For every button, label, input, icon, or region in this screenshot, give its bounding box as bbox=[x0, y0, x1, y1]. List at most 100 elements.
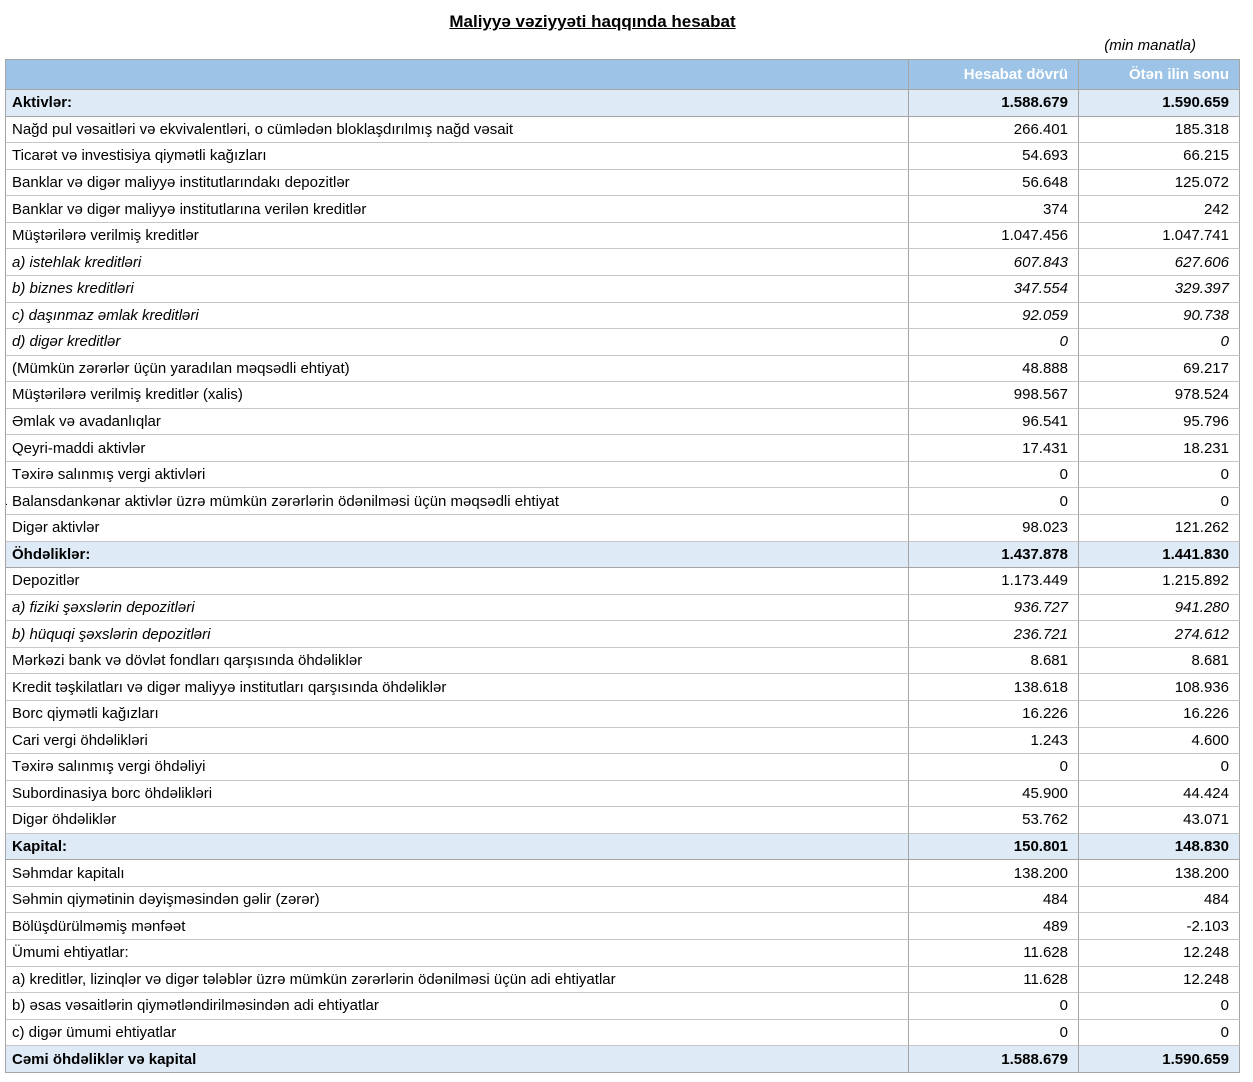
row-label: b) biznes kreditləri bbox=[12, 280, 134, 298]
value-current-period: 484 bbox=[909, 886, 1079, 914]
value-current-period: 150.801 bbox=[909, 833, 1079, 861]
value-current-period: 53.762 bbox=[909, 807, 1079, 834]
value-previous-period: -2.103 bbox=[1079, 913, 1240, 940]
table-row: Səhmdar kapitalı 138.200 138.200 bbox=[6, 860, 1240, 887]
row-label: Kapital: bbox=[12, 838, 68, 856]
row-label: Cəmi öhdəliklər və kapital bbox=[12, 1050, 197, 1068]
table-row: Borc qiymətli kağızları 16.226 16.226 bbox=[6, 700, 1240, 728]
value-previous-period: 978.524 bbox=[1079, 382, 1240, 409]
value-current-period: 0 bbox=[909, 488, 1079, 515]
row-label: Nağd pul vəsaitləri və ekvivalentləri, o… bbox=[12, 120, 514, 138]
row-label: c) digər ümumi ehtiyatlar bbox=[12, 1023, 177, 1041]
table-row: Banklar və digər maliyyə institutlarında… bbox=[6, 169, 1240, 197]
table-row: Digər öhdəliklər 53.762 43.071 bbox=[6, 807, 1240, 834]
table-row: d) digər kreditlər 0 0 bbox=[6, 329, 1240, 356]
table-row: Aktivlər: 1.588.679 1.590.659 bbox=[6, 90, 1240, 117]
row-label: Öhdəliklər: bbox=[12, 545, 91, 563]
value-current-period: 16.226 bbox=[909, 700, 1079, 728]
value-previous-period: 0 bbox=[1079, 461, 1240, 489]
value-current-period: 1.437.878 bbox=[909, 541, 1079, 569]
row-label: Təxirə salınmış vergi aktivləri bbox=[12, 466, 206, 484]
value-current-period: 0 bbox=[909, 461, 1079, 489]
table-row: Əmlak və avadanlıqlar 96.541 95.796 bbox=[6, 408, 1240, 436]
value-previous-period: 627.606 bbox=[1079, 249, 1240, 276]
row-label: Depozitlər bbox=[12, 572, 80, 590]
table-row: b) əsas vəsaitlərin qiymətləndirilməsind… bbox=[6, 993, 1240, 1020]
table-row: Subordinasiya borc öhdəlikləri 45.900 44… bbox=[6, 780, 1240, 808]
unit-note: (min manatla) bbox=[1104, 37, 1196, 54]
table-row: Təxirə salınmış vergi öhdəliyi 0 0 bbox=[6, 754, 1240, 781]
value-previous-period: 12.248 bbox=[1079, 966, 1240, 994]
value-current-period: 17.431 bbox=[909, 435, 1079, 462]
table-row: Təxirə salınmış vergi aktivləri 0 0 bbox=[6, 461, 1240, 489]
row-marker: L bbox=[6, 488, 7, 514]
value-current-period: 936.727 bbox=[909, 594, 1079, 622]
row-label: Bölüşdürülməmiş mənfəət bbox=[12, 917, 186, 935]
row-label: Əmlak və avadanlıqlar bbox=[12, 413, 161, 431]
table-row: c) digər ümumi ehtiyatlar 0 0 bbox=[6, 1019, 1240, 1047]
value-current-period: 54.693 bbox=[909, 143, 1079, 170]
row-label: (Mümkün zərərlər üçün yaradılan məqsədli… bbox=[12, 359, 350, 377]
row-label: c) daşınmaz əmlak kreditləri bbox=[12, 306, 199, 324]
value-previous-period: 66.215 bbox=[1079, 143, 1240, 170]
value-previous-period: 274.612 bbox=[1079, 621, 1240, 648]
value-current-period: 45.900 bbox=[909, 780, 1079, 808]
value-current-period: 266.401 bbox=[909, 116, 1079, 144]
table-row: Səhmin qiymətinin dəyişməsindən gəlir (z… bbox=[6, 886, 1240, 914]
table-row: Kapital: 150.801 148.830 bbox=[6, 833, 1240, 861]
table-row: a) fiziki şəxslərin depozitləri 936.727 … bbox=[6, 594, 1240, 622]
table-row: b) biznes kreditləri 347.554 329.397 bbox=[6, 275, 1240, 303]
row-label: a) fiziki şəxslərin depozitləri bbox=[12, 598, 195, 616]
value-previous-period: 16.226 bbox=[1079, 700, 1240, 728]
value-current-period: 489 bbox=[909, 913, 1079, 940]
row-label: Kredit təşkilatları və digər maliyyə ins… bbox=[12, 678, 447, 696]
value-current-period: 347.554 bbox=[909, 275, 1079, 303]
table-row: L Balansdankənar aktivlər üzrə mümkün zə… bbox=[6, 488, 1240, 515]
value-current-period: 48.888 bbox=[909, 355, 1079, 383]
value-current-period: 374 bbox=[909, 196, 1079, 223]
value-previous-period: 1.590.659 bbox=[1079, 90, 1240, 117]
value-current-period: 1.047.456 bbox=[909, 222, 1079, 250]
row-label: Banklar və digər maliyyə institutlarında… bbox=[12, 173, 350, 191]
value-previous-period: 44.424 bbox=[1079, 780, 1240, 808]
row-label: Səhmin qiymətinin dəyişməsindən gəlir (z… bbox=[12, 891, 320, 909]
row-label: Qeyri-maddi aktivlər bbox=[12, 439, 146, 457]
value-previous-period: 329.397 bbox=[1079, 275, 1240, 303]
value-previous-period: 95.796 bbox=[1079, 408, 1240, 436]
value-current-period: 56.648 bbox=[909, 169, 1079, 197]
value-current-period: 138.618 bbox=[909, 674, 1079, 701]
row-label: Cari vergi öhdəlikləri bbox=[12, 731, 148, 749]
value-previous-period: 8.681 bbox=[1079, 647, 1240, 675]
value-current-period: 8.681 bbox=[909, 647, 1079, 675]
financial-statement-table-wrap: Hesabat dövrü Ötən ilin sonu Aktivlər: 1… bbox=[5, 59, 1240, 1073]
value-previous-period: 1.047.741 bbox=[1079, 222, 1240, 250]
page-title: Maliyyə vəziyyəti haqqında hesabat bbox=[449, 12, 736, 31]
table-row: a) istehlak kreditləri 607.843 627.606 bbox=[6, 249, 1240, 276]
row-label: d) digər kreditlər bbox=[12, 333, 121, 351]
table-row: Qeyri-maddi aktivlər 17.431 18.231 bbox=[6, 435, 1240, 462]
table-row: Cəmi öhdəliklər və kapital 1.588.679 1.5… bbox=[6, 1046, 1240, 1073]
row-label: Müştərilərə verilmiş kreditlər bbox=[12, 227, 199, 245]
value-current-period: 0 bbox=[909, 993, 1079, 1020]
row-label: Digər aktivlər bbox=[12, 519, 100, 537]
row-label: Təxirə salınmış vergi öhdəliyi bbox=[12, 758, 206, 776]
row-label: Banklar və digər maliyyə institutlarına … bbox=[12, 200, 367, 218]
value-current-period: 1.588.679 bbox=[909, 1046, 1079, 1073]
value-current-period: 11.628 bbox=[909, 940, 1079, 967]
table-row: Kredit təşkilatları və digər maliyyə ins… bbox=[6, 674, 1240, 701]
value-previous-period: 1.441.830 bbox=[1079, 541, 1240, 569]
value-previous-period: 148.830 bbox=[1079, 833, 1240, 861]
row-label: Subordinasiya borc öhdəlikləri bbox=[12, 784, 213, 802]
table-row: Müştərilərə verilmiş kreditlər 1.047.456… bbox=[6, 222, 1240, 250]
row-label: Mərkəzi bank və dövlət fondları qarşısın… bbox=[12, 652, 363, 670]
table-row: c) daşınmaz əmlak kreditləri 92.059 90.7… bbox=[6, 302, 1240, 330]
header-cell-previous-period: Ötən ilin sonu bbox=[1079, 60, 1240, 90]
table-row: Depozitlər 1.173.449 1.215.892 bbox=[6, 568, 1240, 595]
value-previous-period: 0 bbox=[1079, 993, 1240, 1020]
value-current-period: 96.541 bbox=[909, 408, 1079, 436]
value-previous-period: 0 bbox=[1079, 329, 1240, 356]
table-row: Mərkəzi bank və dövlət fondları qarşısın… bbox=[6, 647, 1240, 675]
value-previous-period: 125.072 bbox=[1079, 169, 1240, 197]
table-row: Müştərilərə verilmiş kreditlər (xalis) 9… bbox=[6, 382, 1240, 409]
table-row: Öhdəliklər: 1.437.878 1.441.830 bbox=[6, 541, 1240, 569]
